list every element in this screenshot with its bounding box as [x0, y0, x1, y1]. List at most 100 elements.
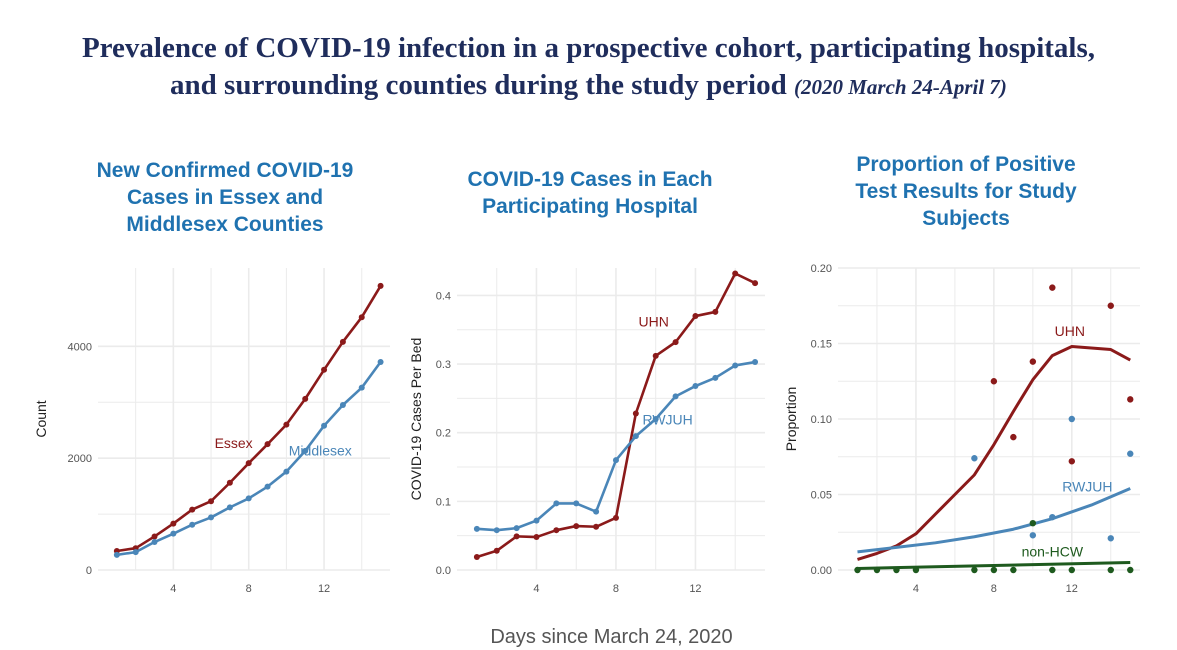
data-point-middlesex	[339, 402, 346, 409]
data-point-rwjuh	[1068, 415, 1076, 423]
data-point-middlesex	[358, 384, 365, 391]
series-label-uhn: UHN	[639, 313, 669, 329]
data-point-uhn	[513, 533, 520, 540]
data-point-rwjuh	[652, 416, 659, 422]
series-label-non-hcw: non-HCW	[1022, 543, 1084, 559]
data-point-essex	[377, 282, 384, 289]
data-point-uhn	[752, 280, 759, 287]
data-point-rwjuh	[971, 455, 978, 462]
x-tick-label: 12	[1066, 583, 1078, 595]
data-point-essex	[226, 479, 233, 486]
data-point-non-hcw	[1107, 566, 1114, 574]
x-tick-label: 4	[913, 583, 919, 595]
data-point-essex	[283, 421, 290, 428]
y-tick-label: 0.1	[436, 496, 451, 508]
data-point-essex	[151, 533, 158, 540]
data-point-rwjuh	[712, 374, 719, 381]
data-point-uhn	[573, 523, 580, 530]
data-point-rwjuh	[593, 508, 600, 515]
data-point-essex	[245, 460, 252, 467]
panel-1-title-line: New Confirmed COVID-19	[96, 159, 354, 182]
data-point-rwjuh	[533, 517, 540, 524]
panel-3-title: Proportion of Positive Test Results for …	[781, 151, 1151, 232]
x-tick-label: 4	[170, 583, 176, 595]
data-point-uhn	[1029, 358, 1037, 365]
data-point-middlesex	[151, 539, 158, 546]
x-tick-label: 12	[689, 583, 701, 595]
data-point-uhn	[533, 534, 540, 541]
x-tick-label: 8	[246, 583, 252, 595]
data-point-rwjuh	[1127, 450, 1134, 457]
data-point-non-hcw	[912, 566, 920, 574]
data-point-non-hcw	[1049, 566, 1056, 574]
data-point-middlesex	[208, 514, 215, 521]
data-point-uhn	[593, 523, 600, 530]
y-tick-label: 0.00	[811, 565, 832, 577]
data-point-middlesex	[226, 504, 233, 511]
trend-line-rwjuh	[857, 487, 1131, 554]
data-point-rwjuh	[732, 362, 739, 369]
title-line-2-text: and surrounding counties during the stud…	[170, 69, 787, 101]
series-label-rwjuh: RWJUH	[1062, 478, 1112, 494]
data-point-essex	[339, 338, 346, 345]
panel-2-title: COVID-19 Cases in Each Participating Hos…	[405, 166, 775, 220]
y-tick-label: 0.2	[436, 428, 451, 440]
shared-x-axis-label: Days since March 24, 2020	[490, 626, 733, 648]
data-point-middlesex	[302, 447, 309, 454]
panel-1-title: New Confirmed COVID-19 Cases in Essex an…	[40, 157, 410, 238]
data-point-rwjuh	[1029, 532, 1037, 539]
data-point-rwjuh	[752, 359, 759, 366]
data-point-uhn	[692, 313, 699, 320]
series-label-uhn: UHN	[1055, 323, 1085, 339]
x-tick-label: 4	[533, 583, 539, 595]
y-tick-label: 0.05	[811, 490, 832, 502]
data-point-non-hcw	[1010, 566, 1017, 574]
data-point-non-hcw	[854, 566, 861, 574]
data-point-middlesex	[132, 549, 139, 556]
data-point-essex	[358, 314, 365, 321]
data-point-uhn	[553, 527, 560, 534]
y-tick-label: 0.3	[436, 359, 451, 371]
data-point-middlesex	[264, 483, 271, 490]
panel-3-title-line: Proportion of Positive	[856, 153, 1076, 176]
data-point-uhn	[732, 270, 739, 277]
x-tick-label: 8	[991, 583, 997, 595]
y-tick-label: 0.0	[436, 565, 451, 577]
data-point-non-hcw	[1127, 566, 1134, 574]
y-tick-label: 0.15	[811, 339, 832, 351]
panel-2-title-line: Participating Hospital	[482, 195, 698, 218]
slide-title: Prevalence of COVID-19 infection in a pr…	[0, 30, 1177, 106]
y-tick-label: 0.20	[811, 263, 832, 275]
data-point-uhn	[712, 308, 719, 315]
data-point-uhn	[1107, 302, 1114, 309]
panel-1-title-line: Middlesex Counties	[126, 213, 324, 236]
data-point-non-hcw	[1029, 519, 1037, 527]
title-line-2: and surrounding counties during the stud…	[0, 67, 1177, 106]
series-label-essex: Essex	[215, 435, 253, 451]
data-point-rwjuh	[612, 457, 619, 464]
data-point-rwjuh	[473, 525, 480, 532]
y-tick-label: 0.10	[811, 414, 832, 426]
county-cases-chart: 4 8 12 0 2000 4000 Count Essex Middlesex	[33, 268, 390, 595]
data-point-rwjuh	[632, 433, 639, 440]
data-point-essex	[302, 395, 309, 402]
data-point-essex	[321, 366, 328, 373]
data-point-uhn	[473, 553, 480, 560]
data-point-middlesex	[377, 358, 384, 365]
panel-2-title-line: COVID-19 Cases in Each	[467, 168, 713, 191]
trend-line-non-hcw	[857, 560, 1131, 570]
data-point-rwjuh	[692, 383, 699, 390]
data-point-essex	[208, 498, 215, 505]
data-point-rwjuh	[672, 393, 679, 400]
y-axis-title: COVID-19 Cases Per Bed	[408, 338, 424, 501]
data-point-rwjuh	[573, 500, 580, 507]
data-point-middlesex	[113, 551, 120, 558]
data-point-non-hcw	[990, 566, 998, 574]
panel-1-title-line: Cases in Essex and	[126, 186, 324, 209]
x-tick-label: 12	[318, 583, 330, 595]
data-point-non-hcw	[873, 566, 881, 574]
positive-proportion-chart: 4 8 12 0.00 0.05 0.10 0.15 0.20 Proportion UHN RWJ…	[783, 263, 1140, 595]
data-point-rwjuh	[513, 525, 520, 532]
series-label-rwjuh: RWJUH	[642, 411, 692, 427]
data-point-non-hcw	[1068, 566, 1076, 574]
